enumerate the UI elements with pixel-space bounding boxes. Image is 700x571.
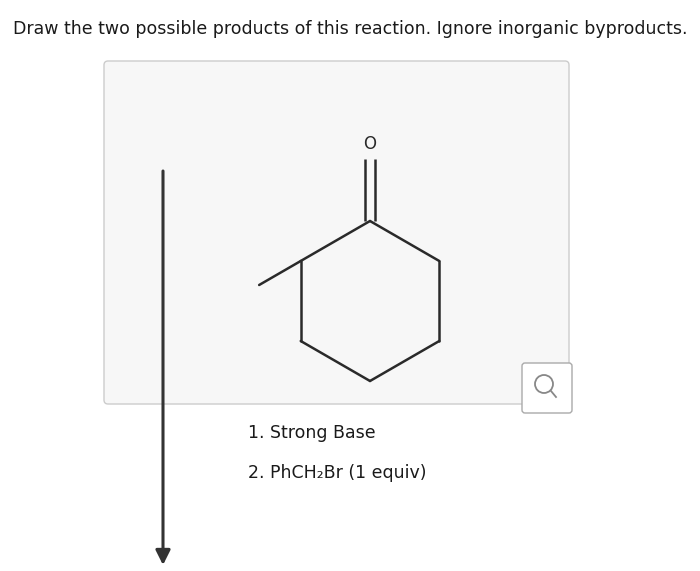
Text: 2. PhCH₂Br (1 equiv): 2. PhCH₂Br (1 equiv): [248, 464, 426, 482]
Text: 1. Strong Base: 1. Strong Base: [248, 424, 376, 442]
FancyBboxPatch shape: [522, 363, 572, 413]
Text: O: O: [363, 135, 377, 153]
FancyBboxPatch shape: [104, 61, 569, 404]
Text: Draw the two possible products of this reaction. Ignore inorganic byproducts.: Draw the two possible products of this r…: [13, 20, 687, 38]
